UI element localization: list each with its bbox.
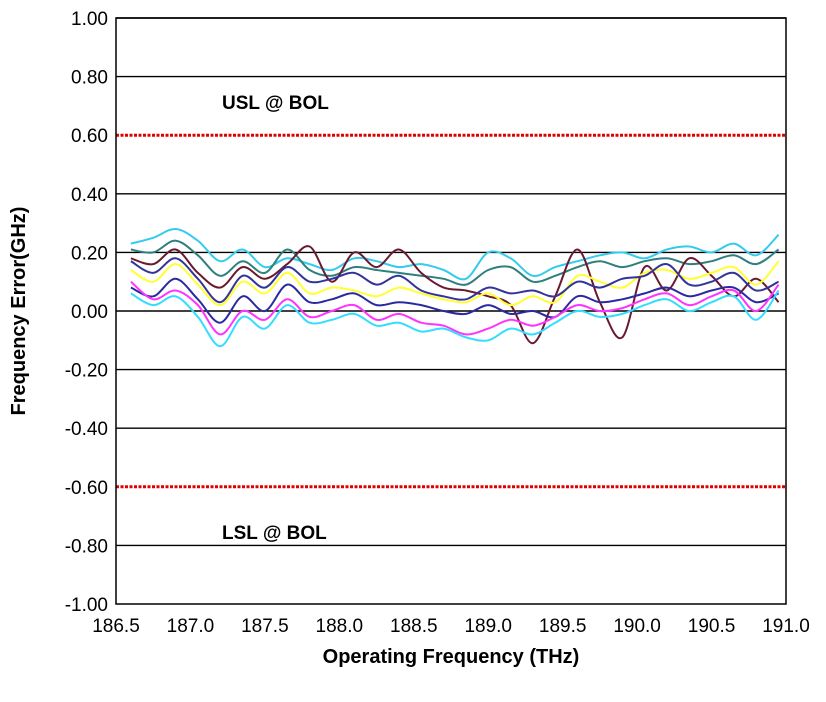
data-series <box>130 227 780 348</box>
x-tick-label: 190.0 <box>613 616 661 637</box>
x-tick-label: 191.0 <box>762 616 810 637</box>
y-tick-label: 0.20 <box>71 243 108 264</box>
y-tick-labels: 1.00 0.80 0.60 0.40 0.20 0.00 -0.20 -0.40 -0.60 -… <box>65 9 108 616</box>
y-tick-label: 0.40 <box>71 185 108 206</box>
x-tick-labels: 186.5 187.0 187.5 188.0 188.5 189.0 189.5 190.0… <box>92 616 810 637</box>
series-line <box>130 227 780 281</box>
x-axis-title: Operating Frequency (THz) <box>323 646 580 668</box>
gridlines <box>116 17 786 547</box>
series-line <box>130 280 780 336</box>
y-tick-label: 0.80 <box>71 68 108 89</box>
limit-label: USL @ BOL <box>222 93 329 114</box>
y-axis-title: Frequency Error(GHz) <box>8 207 30 416</box>
y-tick-label: -0.80 <box>65 536 108 557</box>
y-tick-label: -1.00 <box>65 595 108 616</box>
y-tick-label: -0.60 <box>65 478 108 499</box>
y-tick-label: 1.00 <box>71 9 108 30</box>
x-tick-label: 190.5 <box>688 616 736 637</box>
x-tick-label: 188.0 <box>316 616 364 637</box>
series-line <box>130 245 780 345</box>
series-line <box>130 239 780 286</box>
x-tick-label: 189.0 <box>464 616 512 637</box>
x-tick-label: 187.5 <box>241 616 289 637</box>
y-tick-label: 0.60 <box>71 126 108 147</box>
y-tick-label: -0.40 <box>65 419 108 440</box>
plot-area-frame <box>115 17 787 605</box>
series-line <box>130 257 780 304</box>
x-tick-label: 189.5 <box>539 616 587 637</box>
x-tick-label: 187.0 <box>167 616 215 637</box>
y-tick-label: -0.20 <box>65 361 108 382</box>
limit-lines <box>116 133 786 489</box>
series-line <box>130 260 780 307</box>
y-tick-label: 0.00 <box>71 302 108 323</box>
series-line <box>130 289 780 348</box>
x-tick-label: 188.5 <box>390 616 438 637</box>
x-tick-label: 186.5 <box>92 616 140 637</box>
series-line <box>130 277 780 324</box>
limit-labels: USL @ BOL LSL @ BOL <box>222 93 329 544</box>
limit-label: LSL @ BOL <box>222 523 327 544</box>
